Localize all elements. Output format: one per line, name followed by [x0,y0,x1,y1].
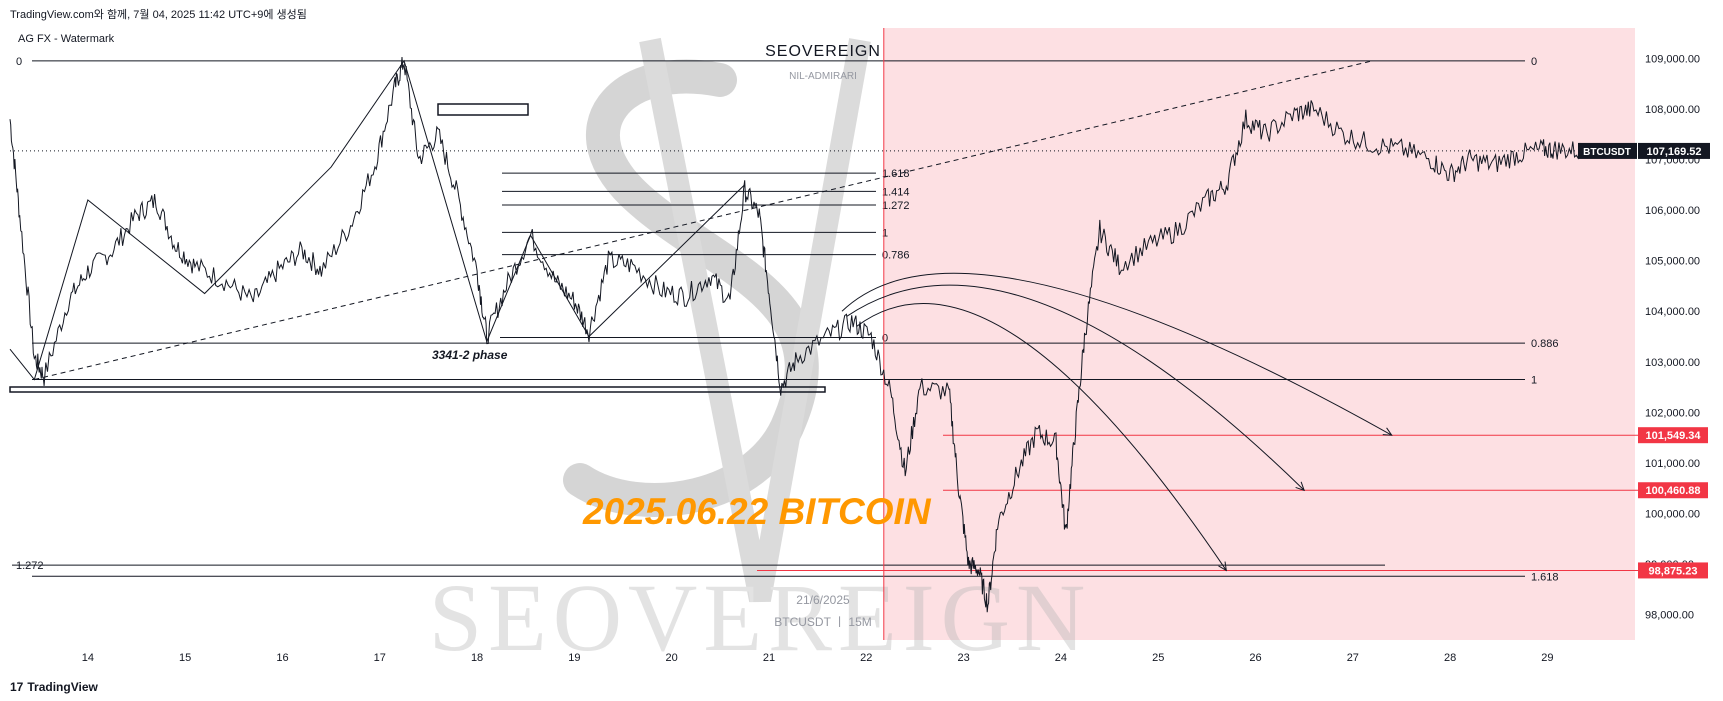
footer-bar: 17 TradingView [0,676,1723,701]
fib-label-right: 1 [1531,375,1537,387]
fib-label-mid: 1 [882,227,888,239]
x-tick-label: 20 [666,652,678,664]
watermark-symbol: BTCUSDT ㅣ 15M [774,615,872,629]
y-tick-label: 98,000.00 [1645,610,1694,622]
x-tick-label: 14 [82,652,94,664]
fib-label-mid: 0 [882,333,888,345]
watermark-sub: NIL-ADMIRARI [789,71,857,82]
arrow-head [1295,481,1305,492]
tradingview-logo-mark: 17 [10,680,24,694]
x-tick-label: 27 [1347,652,1359,664]
price-label-box [1638,427,1708,444]
created-with-text: TradingView.com와 함께, 7월 04, 2025 11:42 U… [10,9,307,21]
y-tick-label: 104,000.00 [1645,306,1700,318]
y-tick-label: 106,000.00 [1645,205,1700,217]
price-label-box [1638,482,1708,499]
arrow-head [1382,427,1393,436]
fib-label-mid: 1.414 [882,186,910,198]
price-series [9,56,1582,613]
symbol-label-box [1578,142,1637,159]
watermark-s-logo [563,59,819,517]
annotation-phase: 3341-2 phase [432,348,508,362]
price-label-text: 98,875.23 [1649,565,1698,577]
price-label-box [1638,562,1708,579]
x-tick-label: 21 [763,652,775,664]
fib-label-right: 0 [1531,56,1537,68]
shaded-region [883,28,1635,640]
fib-label-right: 0.886 [1531,338,1559,350]
y-tick-label: 102,000.00 [1645,407,1700,419]
support-rectangle [9,386,826,393]
y-tick-label: 101,000.00 [1645,458,1700,470]
header-bar: TradingView.com와 함께, 7월 04, 2025 11:42 U… [0,0,1723,24]
projection-arc [856,303,1227,571]
watermark: SEOVEREIGN [429,37,1092,671]
marker-rectangle [437,103,529,116]
y-tick-label: 100,000.00 [1645,509,1700,521]
arrow-head [1218,561,1227,572]
x-tick-label: 18 [471,652,483,664]
price-label-text: 101,549.34 [1645,430,1701,442]
x-tick-label: 15 [179,652,191,664]
x-tick-label: 24 [1055,652,1067,664]
fib-label-mid: 1.272 [882,200,910,212]
current-price-text: 107,169.52 [1646,146,1701,158]
price-label-text: 100,460.88 [1645,485,1700,497]
watermark-big-text: SEOVEREIGN [429,564,1092,671]
x-tick-label: 29 [1541,652,1553,664]
x-tick-label: 22 [860,652,872,664]
watermark-brand: SEOVEREIGN [765,43,881,60]
y-tick-label: 108,000.00 [1645,104,1700,116]
tradingview-logo[interactable]: 17 TradingView [10,680,98,694]
x-tick-label: 25 [1152,652,1164,664]
axis-layer: 109,000.00108,000.00107,000.00106,000.00… [82,53,1710,664]
fib-label-left: 1.272 [16,560,44,572]
x-tick-label: 17 [374,652,386,664]
x-tick-label: 19 [568,652,580,664]
y-tick-label: 105,000.00 [1645,256,1700,268]
current-price-box [1638,142,1710,159]
indicator-label: AG FX - Watermark [18,33,115,45]
fib-label-left: 0 [16,56,22,68]
price-layer [9,56,1582,613]
y-tick-label: 103,000.00 [1645,357,1700,369]
symbol-label-text: BTCUSDT [1583,147,1631,158]
x-tick-label: 28 [1444,652,1456,664]
fib-label-mid: 0.786 [882,250,910,262]
watermark-v-logo [639,37,871,603]
zigzag-line [9,59,746,381]
projection-arc [846,284,1305,491]
y-tick-label: 109,000.00 [1645,53,1700,65]
watermark-date: 21/6/2025 [796,593,850,607]
x-tick-label: 26 [1249,652,1261,664]
fib-label-right: 1.618 [1531,571,1559,583]
tradingview-logo-text: TradingView [27,680,98,694]
annotation-title: 2025.06.22 BITCOIN [582,491,932,532]
projection-arc [841,272,1392,436]
x-tick-label: 16 [276,652,288,664]
x-tick-label: 23 [957,652,969,664]
dashed-trendline [34,60,1373,381]
